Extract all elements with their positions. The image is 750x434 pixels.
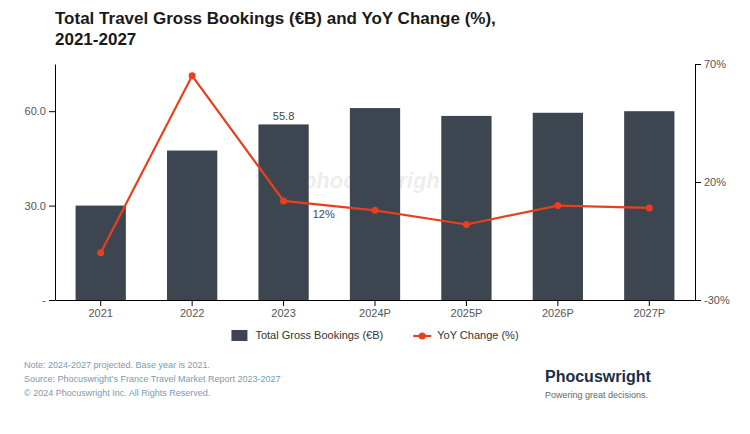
tick: 2026P bbox=[542, 300, 574, 319]
tick-label: 2026P bbox=[542, 307, 574, 319]
tick-label: 2021 bbox=[88, 307, 112, 319]
tick: 2021 bbox=[88, 300, 112, 319]
bar bbox=[624, 111, 674, 300]
bar bbox=[258, 124, 308, 300]
y2-axis: -30% 20% 70% bbox=[695, 58, 730, 306]
legend-swatch bbox=[419, 333, 426, 340]
tick: 30.0 bbox=[25, 200, 55, 212]
tick-label: -30% bbox=[704, 294, 730, 306]
branding: Phocuswright bbox=[545, 368, 651, 385]
marker bbox=[372, 207, 379, 214]
tick: 2027P bbox=[633, 300, 665, 319]
bar bbox=[441, 116, 491, 300]
tick-label: 70% bbox=[704, 58, 726, 70]
tick-label: 2023 bbox=[271, 307, 295, 319]
value-labels: 55.8 12% bbox=[273, 110, 335, 219]
tick-mark bbox=[375, 300, 376, 306]
note: Source: Phocuswright’s France Travel Mar… bbox=[24, 374, 280, 384]
tick-label: 2027P bbox=[633, 307, 665, 319]
tick-label: - bbox=[42, 294, 46, 306]
legend-item: YoY Change (%) bbox=[413, 329, 518, 341]
x-axis: 2021 2022 2023 2024P 2025P 2026P 2027P bbox=[56, 300, 696, 319]
tick-mark bbox=[49, 206, 55, 207]
marker bbox=[463, 221, 470, 228]
plot-marks bbox=[76, 72, 675, 300]
tick: 60.0 bbox=[25, 105, 55, 117]
tick-mark bbox=[649, 300, 650, 306]
tick-mark bbox=[695, 64, 701, 65]
tick-mark bbox=[695, 182, 701, 183]
note: © 2024 Phocuswright Inc. All Rights Rese… bbox=[24, 388, 210, 398]
marker bbox=[189, 72, 196, 79]
legend-label: YoY Change (%) bbox=[437, 329, 518, 341]
legend: Total Gross Bookings (€B) YoY Change (%) bbox=[231, 329, 518, 341]
marker bbox=[280, 197, 287, 204]
tick-label: 30.0 bbox=[25, 200, 46, 212]
tick-mark bbox=[49, 300, 55, 301]
legend-label: Total Gross Bookings (€B) bbox=[255, 329, 383, 341]
data-label: 12% bbox=[313, 208, 335, 220]
tick: -30% bbox=[695, 294, 730, 306]
notes: Note: 2024-2027 projected. Base year is … bbox=[24, 360, 280, 398]
tick-label: 2022 bbox=[180, 307, 204, 319]
tick: 70% bbox=[695, 58, 726, 70]
tick: 2023 bbox=[271, 300, 295, 319]
tick-mark bbox=[695, 300, 701, 301]
title: Total Travel Gross Bookings (€B) and YoY… bbox=[55, 9, 496, 49]
tick-label: 2025P bbox=[451, 307, 483, 319]
tick-label: 60.0 bbox=[25, 105, 46, 117]
branding-tagline: Powering great decisions. bbox=[545, 390, 648, 400]
tick-mark bbox=[100, 300, 101, 306]
data-label: 55.8 bbox=[273, 110, 294, 122]
legend-swatch bbox=[231, 330, 247, 341]
tick: - bbox=[42, 294, 55, 306]
tick: 2024P bbox=[359, 300, 391, 319]
tick-mark bbox=[192, 300, 193, 306]
bar bbox=[350, 108, 400, 300]
tick: 2022 bbox=[180, 300, 204, 319]
marker bbox=[97, 249, 104, 256]
chart: Total Travel Gross Bookings (€B) and YoY… bbox=[0, 0, 750, 434]
bar bbox=[167, 151, 217, 300]
legend-item: Total Gross Bookings (€B) bbox=[231, 329, 383, 341]
tick: 20% bbox=[695, 176, 726, 188]
y-axis-line bbox=[55, 65, 56, 301]
tick: 2025P bbox=[451, 300, 483, 319]
note: Note: 2024-2027 projected. Base year is … bbox=[24, 360, 210, 370]
tick-mark bbox=[557, 300, 558, 306]
marker bbox=[554, 202, 561, 209]
tick-label: 20% bbox=[704, 176, 726, 188]
tick-mark bbox=[283, 300, 284, 306]
marker bbox=[646, 204, 653, 211]
tick-label: 2024P bbox=[359, 307, 391, 319]
y-axis: - 30.0 60.0 bbox=[25, 65, 56, 307]
tick-mark bbox=[466, 300, 467, 306]
tick-mark bbox=[49, 111, 55, 112]
line bbox=[101, 76, 650, 253]
